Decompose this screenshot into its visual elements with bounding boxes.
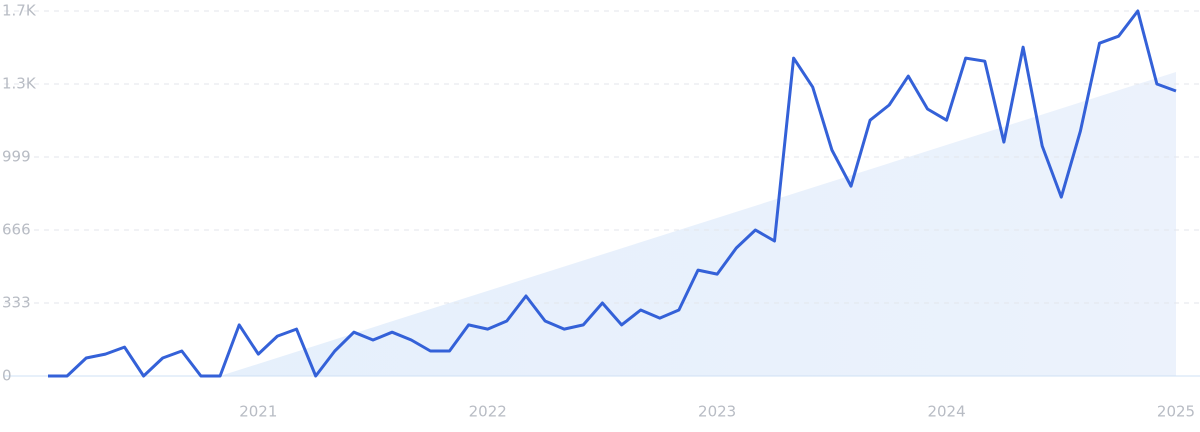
y-tick-label: 666 [2, 221, 31, 239]
trend-area [220, 72, 1176, 376]
data-line [48, 9, 1177, 378]
x-tick-label: 2022 [469, 403, 507, 421]
y-tick-label: 333 [2, 294, 31, 312]
y-tick-label: 0 [2, 367, 12, 385]
y-tick-label: 999 [2, 148, 31, 166]
x-tick-label: 2024 [927, 403, 965, 421]
y-tick-label: 1.7K [2, 2, 37, 20]
y-tick-label: 1.3K [2, 75, 37, 93]
x-tick-label: 2021 [239, 403, 277, 421]
x-tick-label: 2025 [1157, 403, 1195, 421]
x-tick-label: 2023 [698, 403, 736, 421]
